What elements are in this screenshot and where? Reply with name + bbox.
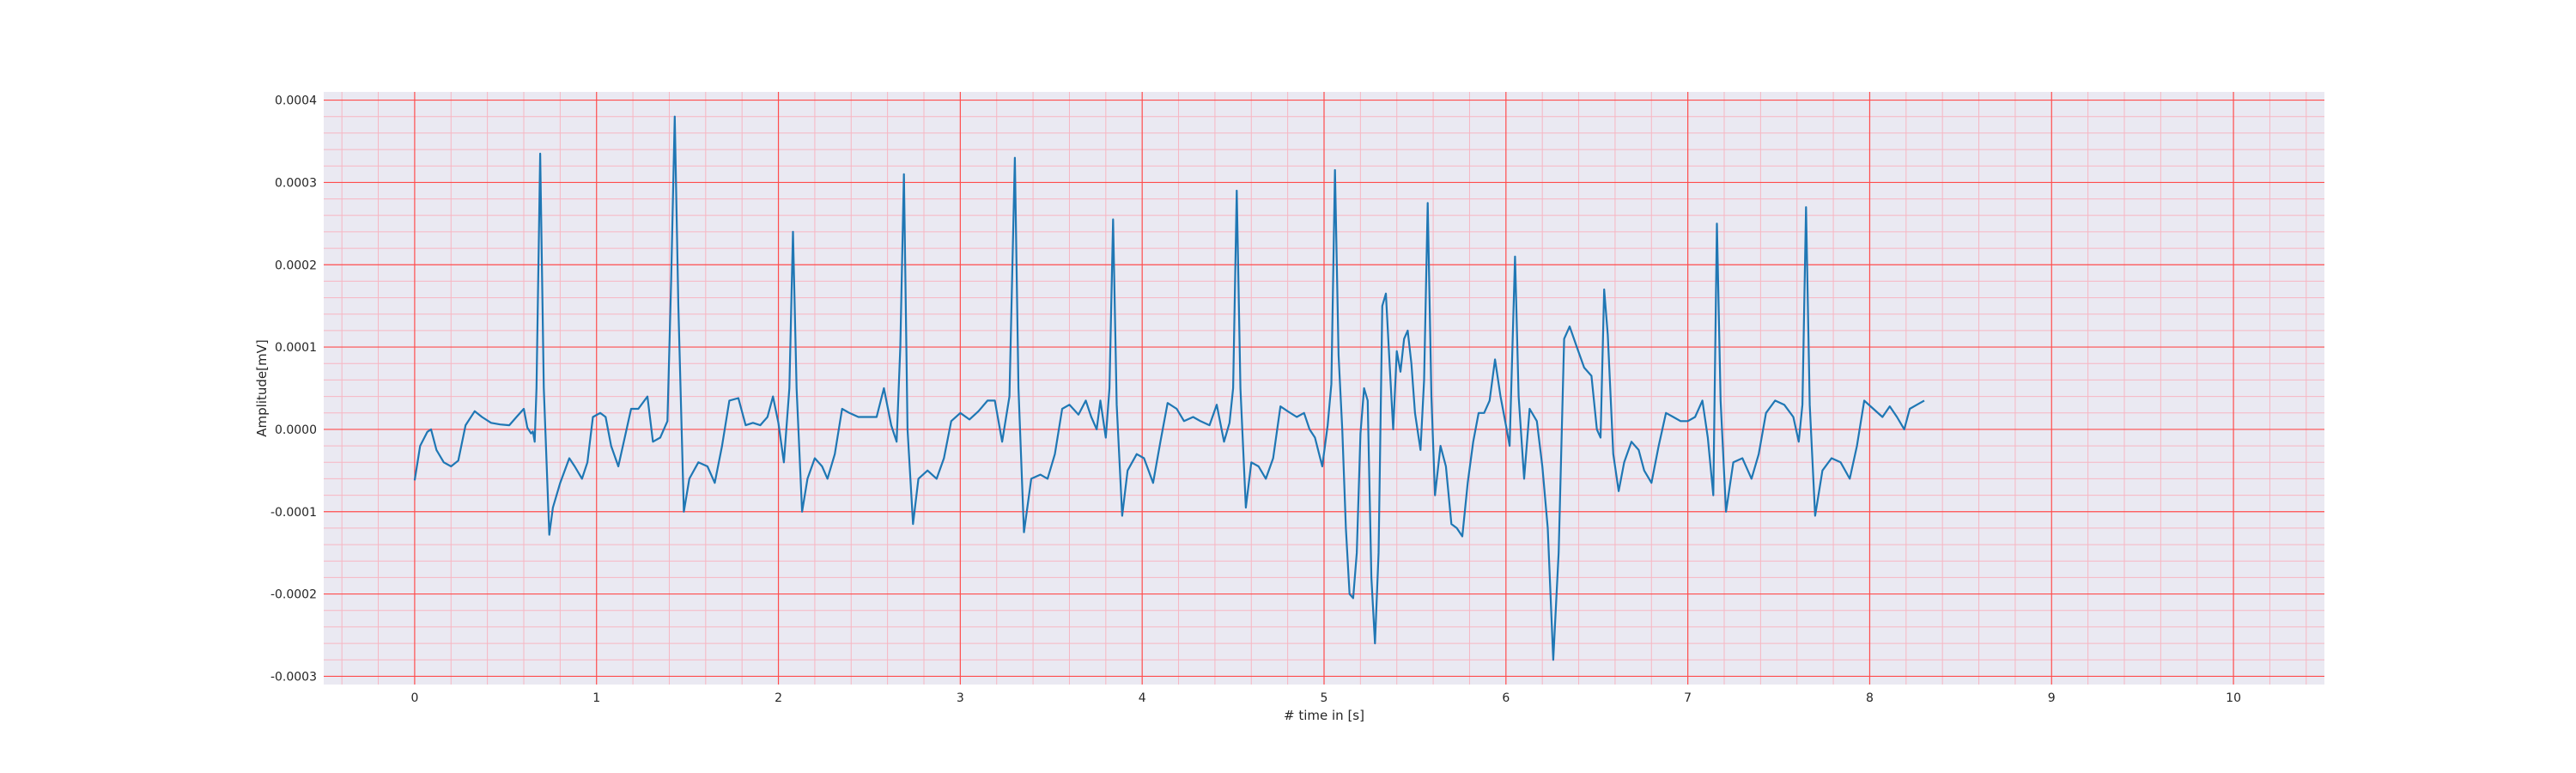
x-tick-label: 2 xyxy=(775,691,782,705)
y-tick-label: 0.0000 xyxy=(275,423,317,437)
major-grid xyxy=(324,92,2324,685)
y-tick-labels: -0.0003 -0.0002 -0.0001 0.0000 0.0001 0.0002 0… xyxy=(270,94,317,685)
y-tick-label: 0.0001 xyxy=(275,341,317,355)
x-tick-label: 10 xyxy=(2226,691,2241,705)
y-tick-label: 0.0004 xyxy=(275,94,317,108)
x-tick-label: 3 xyxy=(957,691,964,705)
x-tick-label: 9 xyxy=(2048,691,2056,705)
x-axis-label: # time in [s] xyxy=(1284,708,1364,723)
x-tick-label: 4 xyxy=(1139,691,1146,705)
y-tick-label: 0.0003 xyxy=(275,176,317,190)
x-tick-label: 7 xyxy=(1684,691,1692,705)
x-tick-label: 6 xyxy=(1502,691,1510,705)
x-tick-labels: 0 1 2 3 4 5 6 7 8 9 10 xyxy=(410,691,2241,705)
y-tick-label: -0.0003 xyxy=(270,670,317,684)
x-tick-label: 8 xyxy=(1866,691,1874,705)
ecg-signal-line xyxy=(413,115,1925,661)
x-tick-label: 5 xyxy=(1321,691,1328,705)
x-tick-label: 0 xyxy=(410,691,418,705)
y-tick-label: -0.0001 xyxy=(270,506,317,520)
y-axis-label: Amplitude[mV] xyxy=(254,339,270,436)
y-tick-label: -0.0002 xyxy=(270,588,317,602)
y-tick-label: 0.0002 xyxy=(275,259,317,272)
x-tick-label: 1 xyxy=(592,691,600,705)
series-group xyxy=(413,115,1925,661)
